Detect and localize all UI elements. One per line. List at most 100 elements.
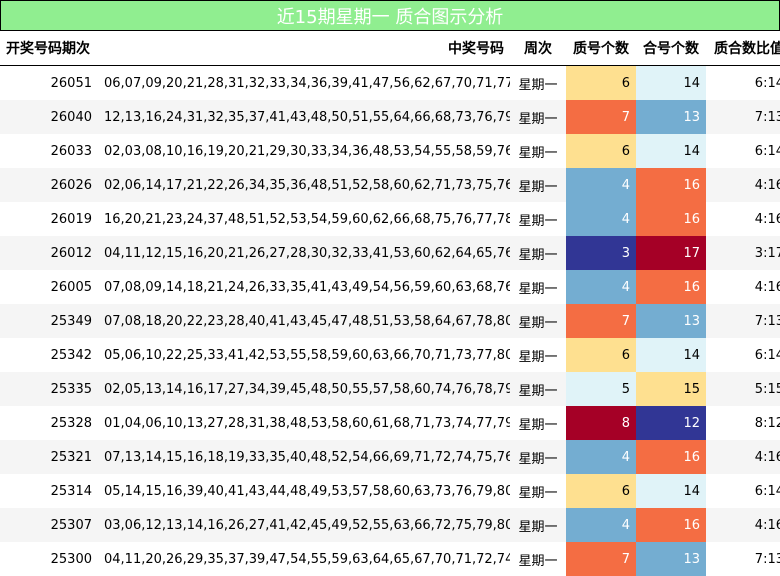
cell-ratio: 3:17 [706, 236, 780, 270]
cell-composite-count: 16 [636, 508, 706, 542]
table-row: 26033 02,03,08,10,16,19,20,21,29,30,33,34… [0, 134, 780, 168]
cell-weekday: 星期一 [510, 542, 566, 576]
cell-composite-count: 16 [636, 202, 706, 236]
table-row: 26040 12,13,16,24,31,32,35,37,41,43,48,50… [0, 100, 780, 134]
cell-numbers: 04,11,12,15,16,20,21,26,27,28,30,32,33,4… [98, 236, 510, 270]
cell-issue: 26019 [0, 202, 98, 236]
cell-composite-count: 13 [636, 100, 706, 134]
cell-prime-count: 6 [566, 134, 636, 168]
cell-composite-count: 14 [636, 134, 706, 168]
cell-issue: 25307 [0, 508, 98, 542]
cell-weekday: 星期一 [510, 168, 566, 202]
cell-weekday: 星期一 [510, 474, 566, 508]
cell-numbers: 02,06,14,17,21,22,26,34,35,36,48,51,52,5… [98, 168, 510, 202]
chart-title: 近15期星期一 质合图示分析 [0, 0, 780, 31]
cell-weekday: 星期一 [510, 236, 566, 270]
cell-prime-count: 4 [566, 508, 636, 542]
table-row: 25328 01,04,06,10,13,27,28,31,38,48,53,58… [0, 406, 780, 440]
cell-numbers: 07,08,18,20,22,23,28,40,41,43,45,47,48,5… [98, 304, 510, 338]
cell-weekday: 星期一 [510, 270, 566, 304]
cell-prime-count: 4 [566, 168, 636, 202]
cell-issue: 26005 [0, 270, 98, 304]
table-body: 26051 06,07,09,20,21,28,31,32,33,34,36,39… [0, 65, 780, 576]
cell-numbers: 02,05,13,14,16,17,27,34,39,45,48,50,55,5… [98, 372, 510, 406]
cell-issue: 25342 [0, 338, 98, 372]
cell-numbers: 04,11,20,26,29,35,37,39,47,54,55,59,63,6… [98, 542, 510, 576]
cell-prime-count: 4 [566, 270, 636, 304]
cell-composite-count: 13 [636, 304, 706, 338]
table-header-row: 开奖号码期次 中奖号码 周次 质号个数 合号个数 质合数比值 [0, 31, 780, 66]
cell-ratio: 4:16 [706, 202, 780, 236]
cell-composite-count: 16 [636, 270, 706, 304]
table-row: 25300 04,11,20,26,29,35,37,39,47,54,55,59… [0, 542, 780, 576]
cell-weekday: 星期一 [510, 338, 566, 372]
cell-ratio: 8:12 [706, 406, 780, 440]
cell-numbers: 05,06,10,22,25,33,41,42,53,55,58,59,60,6… [98, 338, 510, 372]
cell-issue: 26040 [0, 100, 98, 134]
table-row: 26012 04,11,12,15,16,20,21,26,27,28,30,32… [0, 236, 780, 270]
cell-weekday: 星期一 [510, 406, 566, 440]
cell-composite-count: 12 [636, 406, 706, 440]
cell-numbers: 12,13,16,24,31,32,35,37,41,43,48,50,51,5… [98, 100, 510, 134]
cell-issue: 26051 [0, 65, 98, 100]
table-row: 26005 07,08,09,14,18,21,24,26,33,35,41,43… [0, 270, 780, 304]
cell-weekday: 星期一 [510, 508, 566, 542]
cell-issue: 25314 [0, 474, 98, 508]
cell-ratio: 4:16 [706, 508, 780, 542]
cell-issue: 25321 [0, 440, 98, 474]
header-weekday: 周次 [510, 31, 566, 66]
cell-ratio: 5:15 [706, 372, 780, 406]
cell-ratio: 7:13 [706, 100, 780, 134]
cell-weekday: 星期一 [510, 304, 566, 338]
cell-issue: 26033 [0, 134, 98, 168]
cell-composite-count: 15 [636, 372, 706, 406]
cell-issue: 26026 [0, 168, 98, 202]
cell-composite-count: 13 [636, 542, 706, 576]
cell-numbers: 03,06,12,13,14,16,26,27,41,42,45,49,52,5… [98, 508, 510, 542]
cell-issue: 26012 [0, 236, 98, 270]
cell-weekday: 星期一 [510, 100, 566, 134]
table-row: 25349 07,08,18,20,22,23,28,40,41,43,45,47… [0, 304, 780, 338]
cell-numbers: 07,13,14,15,16,18,19,33,35,40,48,52,54,6… [98, 440, 510, 474]
cell-weekday: 星期一 [510, 65, 566, 100]
cell-weekday: 星期一 [510, 134, 566, 168]
cell-ratio: 7:13 [706, 304, 780, 338]
cell-weekday: 星期一 [510, 202, 566, 236]
cell-composite-count: 17 [636, 236, 706, 270]
cell-prime-count: 7 [566, 542, 636, 576]
cell-prime-count: 6 [566, 338, 636, 372]
table-row: 25307 03,06,12,13,14,16,26,27,41,42,45,49… [0, 508, 780, 542]
cell-prime-count: 6 [566, 65, 636, 100]
cell-composite-count: 16 [636, 168, 706, 202]
cell-numbers: 16,20,21,23,24,37,48,51,52,53,54,59,60,6… [98, 202, 510, 236]
cell-composite-count: 16 [636, 440, 706, 474]
header-issue: 开奖号码期次 [0, 31, 98, 66]
cell-numbers: 05,14,15,16,39,40,41,43,44,48,49,53,57,5… [98, 474, 510, 508]
cell-numbers: 06,07,09,20,21,28,31,32,33,34,36,39,41,4… [98, 65, 510, 100]
cell-ratio: 6:14 [706, 474, 780, 508]
table-row: 26051 06,07,09,20,21,28,31,32,33,34,36,39… [0, 65, 780, 100]
header-composite-count: 合号个数 [636, 31, 706, 66]
table-row: 25335 02,05,13,14,16,17,27,34,39,45,48,50… [0, 372, 780, 406]
table-row: 26026 02,06,14,17,21,22,26,34,35,36,48,51… [0, 168, 780, 202]
cell-prime-count: 5 [566, 372, 636, 406]
cell-prime-count: 6 [566, 474, 636, 508]
table-row: 25321 07,13,14,15,16,18,19,33,35,40,48,52… [0, 440, 780, 474]
cell-ratio: 6:14 [706, 134, 780, 168]
cell-numbers: 01,04,06,10,13,27,28,31,38,48,53,58,60,6… [98, 406, 510, 440]
cell-ratio: 4:16 [706, 270, 780, 304]
header-prime-count: 质号个数 [566, 31, 636, 66]
cell-weekday: 星期一 [510, 372, 566, 406]
cell-weekday: 星期一 [510, 440, 566, 474]
cell-issue: 25335 [0, 372, 98, 406]
cell-prime-count: 3 [566, 236, 636, 270]
prime-composite-table: 开奖号码期次 中奖号码 周次 质号个数 合号个数 质合数比值 26051 06,0… [0, 31, 780, 576]
cell-prime-count: 7 [566, 100, 636, 134]
cell-issue: 25349 [0, 304, 98, 338]
cell-ratio: 6:14 [706, 338, 780, 372]
cell-ratio: 7:13 [706, 542, 780, 576]
cell-ratio: 4:16 [706, 168, 780, 202]
cell-prime-count: 4 [566, 440, 636, 474]
header-numbers: 中奖号码 [98, 31, 510, 66]
table-row: 25314 05,14,15,16,39,40,41,43,44,48,49,53… [0, 474, 780, 508]
